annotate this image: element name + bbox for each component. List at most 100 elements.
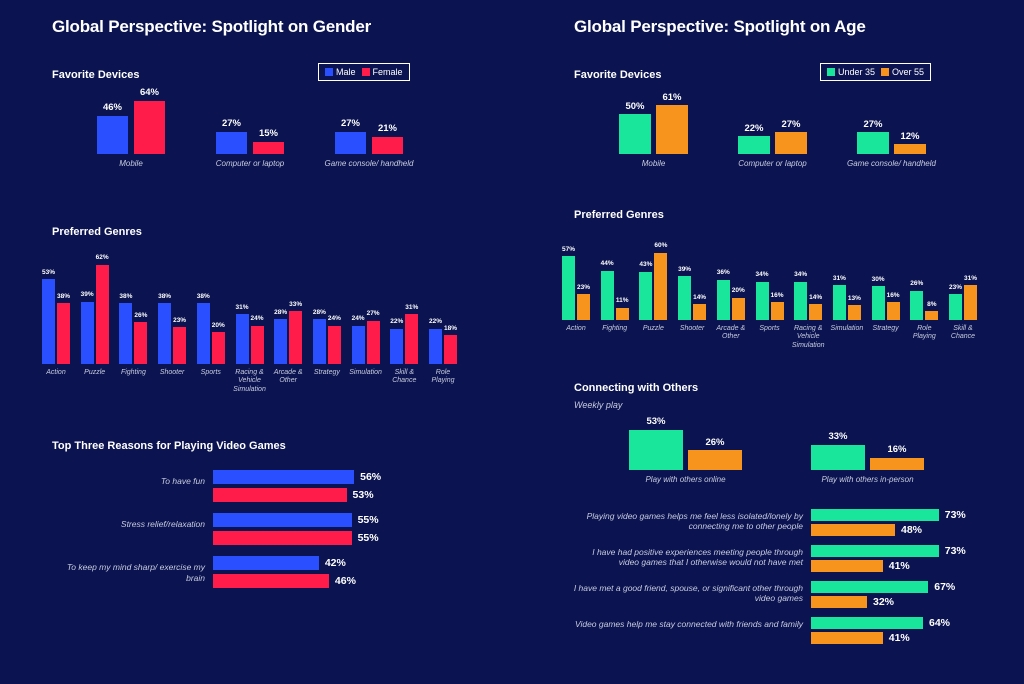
age-devices-bar	[656, 105, 688, 154]
gender-reasons-category-label: Stress relief/relaxation	[120, 519, 205, 529]
gender-genres-category-label: Action	[46, 369, 66, 376]
gender-genres-value-label: 23%	[173, 316, 187, 324]
right-devices-title: Favorite Devices	[574, 69, 662, 81]
age-weekly-category-label: Play with others online	[645, 475, 726, 484]
gender-legend: Male Female	[318, 63, 410, 81]
gender-genres-bar	[429, 328, 442, 364]
over55-swatch	[881, 68, 890, 76]
age-devices-bar	[857, 132, 889, 154]
gender-reasons-category-label: To keep my mind sharp/ exercise my brain	[66, 562, 205, 583]
age-genres-value-label: 23%	[576, 283, 590, 291]
age-devices-category-label: Game console/ handheld	[847, 159, 936, 168]
gender-genres-category-label: Strategy	[313, 369, 340, 376]
gender-reasons-value-label: 56%	[360, 471, 382, 483]
gender-devices-value-label: 27%	[221, 118, 241, 130]
age-statements-bar	[811, 632, 883, 644]
age-genres-bar	[832, 285, 846, 320]
age-devices-value-label: 27%	[863, 118, 883, 130]
age-genres-bar	[809, 304, 823, 320]
legend-male-label: Male	[336, 67, 356, 77]
age-genres-bar	[693, 304, 707, 320]
age-genres-value-label: 36%	[716, 269, 730, 277]
gender-genres-value-label: 38%	[196, 292, 210, 300]
age-devices-value-label: 22%	[744, 122, 764, 134]
left-reasons-title: Top Three Reasons for Playing Video Game…	[52, 440, 286, 452]
age-statements-bar	[811, 509, 939, 521]
age-weekly-category-label: Play with others in-person	[821, 475, 914, 484]
gender-devices-value-label: 21%	[377, 123, 397, 135]
legend-female: Female	[361, 67, 403, 77]
age-genres-value-label: 23%	[948, 283, 962, 291]
legend-over55-label: Over 55	[892, 67, 925, 77]
age-genres-category-label: Fighting	[602, 325, 628, 332]
gender-genres-bar	[312, 319, 326, 364]
age-weekly-value-label: 16%	[887, 444, 907, 456]
gender-devices-category-label: Mobile	[119, 159, 143, 168]
gender-genres-value-label: 28%	[274, 308, 288, 316]
gender-genres-value-label: 38%	[119, 292, 133, 300]
gender-devices-bar	[134, 100, 165, 154]
age-devices-value-label: 12%	[900, 130, 920, 142]
age-genres-value-label: 31%	[963, 274, 977, 282]
gender-genres-bar	[80, 301, 94, 364]
gender-reasons-bar	[213, 556, 319, 570]
age-statements-category-label: Playing video games helps me feel less i…	[586, 510, 803, 532]
gender-genres-category-label: Puzzle	[84, 369, 106, 376]
gender-devices-value-label: 27%	[340, 118, 360, 130]
gender-genres-value-label: 24%	[327, 315, 341, 323]
age-genres-category-label: Skill & Chance	[950, 325, 976, 341]
gender-devices-value-label: 64%	[139, 87, 159, 99]
gender-reasons-bar	[213, 574, 329, 588]
age-devices-bar	[738, 136, 770, 154]
gender-genres-value-label: 38%	[56, 292, 70, 300]
age-genres-bar	[847, 305, 861, 320]
gender-genres-value-label: 22%	[390, 318, 404, 326]
age-genres-value-label: 44%	[600, 260, 614, 268]
left-genres-title: Preferred Genres	[52, 226, 142, 238]
gender-genres-category-label: Arcade & Other	[273, 369, 303, 385]
gender-genres-bar	[173, 327, 187, 364]
gender-genres-bar	[57, 303, 70, 364]
age-genres-category-label: Simulation	[830, 325, 864, 332]
age-weekly-bar	[688, 450, 742, 470]
gender-devices-value-label: 46%	[102, 102, 122, 114]
gender-genres-bar	[351, 325, 365, 364]
age-genres-value-label: 34%	[794, 271, 808, 279]
legend-male: Male	[325, 67, 356, 77]
age-genres-value-label: 26%	[910, 280, 924, 288]
age-genres-value-label: 16%	[886, 291, 900, 299]
age-statements-value-label: 41%	[888, 632, 910, 644]
gender-genres-value-label: 62%	[95, 254, 109, 262]
age-statements-value-label: 67%	[934, 581, 956, 593]
gender-genres-bar	[196, 303, 210, 364]
age-genres-bar	[794, 281, 808, 320]
gender-reasons-category-label: To have fun	[160, 476, 205, 486]
gender-genres-value-label: 28%	[312, 308, 326, 316]
gender-devices-bar	[216, 131, 247, 154]
age-statements-value-label: 64%	[929, 617, 951, 629]
age-genres-value-label: 34%	[755, 271, 769, 279]
age-statements-bar	[811, 524, 895, 536]
age-weekly-bar	[811, 444, 865, 470]
age-devices-value-label: 50%	[625, 100, 645, 112]
age-genres-bar	[964, 285, 977, 320]
gender-devices-bar	[253, 141, 284, 154]
age-genres-bar	[910, 290, 924, 320]
legend-under35-label: Under 35	[838, 67, 876, 77]
age-genres-value-label: 8%	[927, 300, 937, 308]
age-genres-value-label: 11%	[615, 297, 629, 305]
gender-genres-category-label: Simulation	[349, 369, 382, 376]
age-genres-value-label: 16%	[770, 291, 784, 299]
gender-genres-bar	[134, 322, 148, 364]
age-genres-value-label: 57%	[561, 245, 575, 253]
age-genres-bar	[654, 252, 668, 320]
age-statements-value-label: 73%	[944, 509, 966, 521]
gender-genres-bar	[235, 314, 249, 364]
female-swatch	[361, 68, 370, 76]
age-genres-bar	[755, 281, 769, 320]
age-genres-value-label: 43%	[639, 261, 653, 269]
age-statements-value-label: 48%	[901, 524, 923, 536]
right-connect-title: Connecting with Others	[574, 382, 699, 394]
age-genres-bar	[731, 297, 745, 320]
age-genres-value-label: 31%	[832, 274, 846, 282]
